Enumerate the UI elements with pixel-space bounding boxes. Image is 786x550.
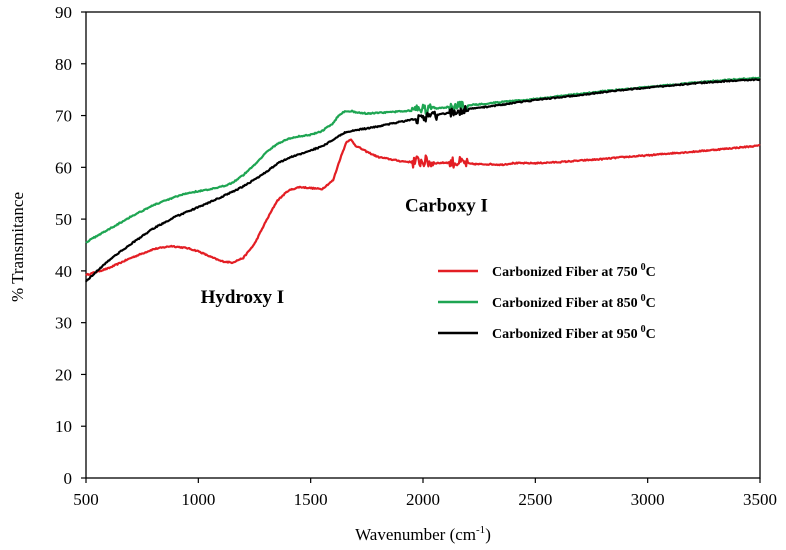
series-line-1 (85, 138, 761, 277)
legend-label-superscript: 0 (641, 262, 646, 273)
legend-label-main: Carbonized Fiber at 750 (492, 265, 638, 280)
y-tick-label: 90 (55, 3, 72, 22)
plot-area (85, 11, 761, 479)
legend-item-3: Carbonized Fiber at 950 0C (438, 324, 656, 342)
legend-label: Carbonized Fiber at 950 0C (492, 324, 656, 342)
y-axis-ticks: 0 10 20 30 40 50 60 70 80 90 (55, 3, 86, 488)
x-axis-title: Wavenumber (cm-1) (355, 524, 491, 544)
y-tick-label: 60 (55, 158, 72, 177)
legend-label-superscript: 0 (641, 324, 646, 335)
legend-item-1: Carbonized Fiber at 750 0C (438, 262, 656, 280)
y-tick-label: 80 (55, 55, 72, 74)
x-axis-ticks: 500 1000 1500 2000 2500 3000 3500 (73, 478, 777, 509)
y-tick-label: 20 (55, 365, 72, 384)
legend-label-end: C (646, 296, 656, 311)
legend-label-superscript: 0 (641, 293, 646, 304)
legend-label-main: Carbonized Fiber at 950 (492, 327, 638, 342)
y-tick-label: 70 (55, 107, 72, 126)
annotations: Hydroxy I Carboxy I (201, 195, 488, 308)
legend-label: Carbonized Fiber at 750 0C (492, 262, 656, 280)
x-tick-label: 500 (73, 490, 99, 509)
annotation-label-2: Carboxy I (405, 195, 488, 216)
series-layer (85, 76, 761, 283)
legend-label-end: C (646, 265, 656, 280)
x-tick-label: 1000 (181, 490, 215, 509)
legend-label-end: C (646, 327, 656, 342)
x-tick-label: 3500 (743, 490, 777, 509)
series-line-3 (85, 78, 761, 283)
x-tick-label: 3000 (631, 490, 665, 509)
x-tick-label: 2500 (518, 490, 552, 509)
y-tick-label: 0 (64, 469, 73, 488)
plot-frame (85, 11, 761, 479)
y-tick-label: 50 (55, 210, 72, 229)
y-axis-title: % Transmitance (8, 192, 27, 302)
x-tick-label: 2000 (406, 490, 440, 509)
y-tick-label: 40 (55, 262, 72, 281)
y-tick-label: 10 (55, 417, 72, 436)
x-axis-title-main: Wavenumber (cm (355, 525, 476, 544)
legend-item-2: Carbonized Fiber at 850 0C (438, 293, 656, 311)
series-line-2 (85, 76, 761, 244)
x-axis-title-end: ) (485, 525, 491, 544)
x-tick-label: 1500 (294, 490, 328, 509)
x-axis-title-superscript: -1 (476, 524, 485, 536)
legend-label-main: Carbonized Fiber at 850 (492, 296, 638, 311)
legend-label: Carbonized Fiber at 850 0C (492, 293, 656, 311)
annotation-label-1: Hydroxy I (201, 287, 285, 308)
y-tick-label: 30 (55, 314, 72, 333)
